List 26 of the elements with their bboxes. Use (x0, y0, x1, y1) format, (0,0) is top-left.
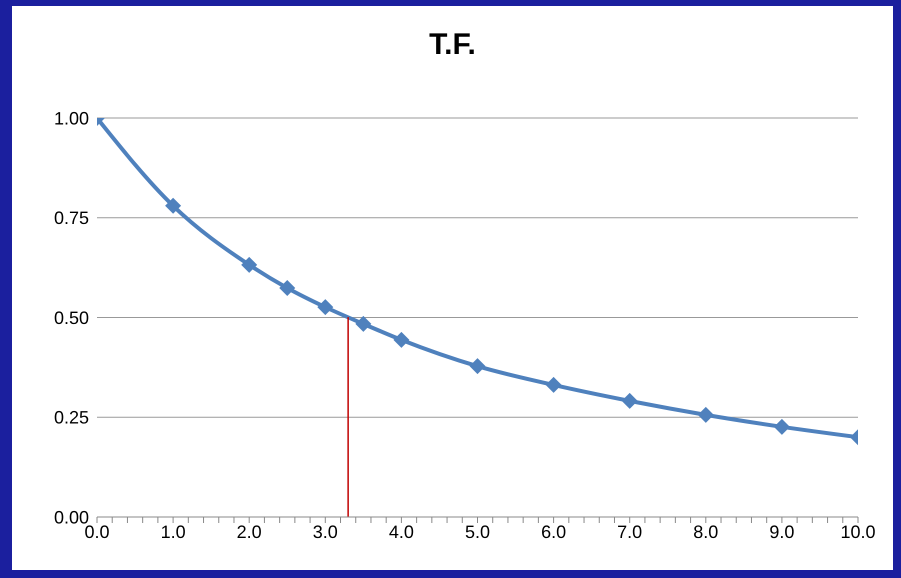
point (355, 316, 372, 332)
chart-title: T.F. (428, 28, 477, 62)
y-tick-label: 0.75 (54, 208, 89, 228)
x-tick-label: 3.0 (312, 522, 338, 542)
point (622, 392, 638, 409)
point (470, 358, 486, 374)
point (774, 418, 790, 435)
x-tick-label: 10.0 (840, 522, 876, 542)
point (241, 256, 258, 273)
point (279, 280, 296, 296)
x-tick-label: 6.0 (541, 522, 566, 542)
y-tick-label: 0.50 (54, 308, 89, 328)
point (165, 198, 182, 214)
x-tick-label: 8.0 (693, 522, 718, 542)
point (393, 332, 410, 348)
point (698, 406, 714, 423)
x-tick-label: 2.0 (236, 522, 262, 542)
y-tick-label: 0.25 (54, 408, 89, 428)
x-tick-label: 4.0 (388, 522, 414, 542)
x-tick-label: 1.0 (160, 522, 186, 542)
y-tick-label: 1.00 (54, 108, 89, 128)
x-tick-label: 9.0 (769, 522, 794, 542)
point (317, 299, 334, 316)
point (546, 376, 562, 393)
x-tick-label: 5.0 (464, 522, 490, 542)
x-tick-label: 7.0 (617, 522, 642, 542)
